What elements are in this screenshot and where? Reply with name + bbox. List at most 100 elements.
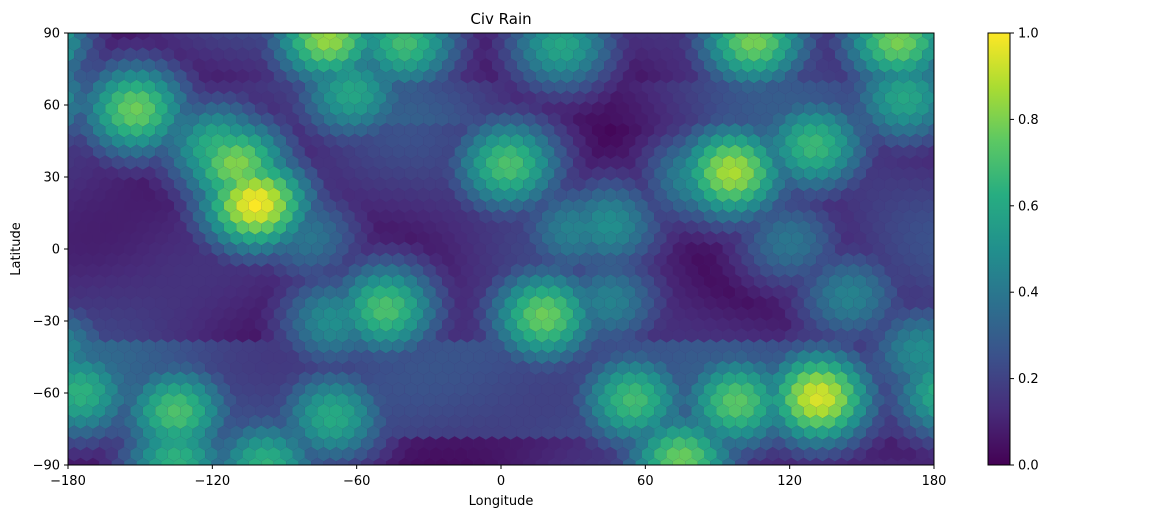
heat-cell	[635, 69, 648, 84]
heat-cell	[255, 36, 268, 51]
heat-cell	[248, 177, 262, 192]
heat-cell	[361, 306, 374, 321]
heat-cell	[467, 187, 480, 203]
heat-cell	[92, 58, 106, 73]
heat-cell	[679, 166, 692, 181]
heat-cell	[610, 436, 623, 451]
heat-cell	[323, 436, 337, 451]
heat-cell	[554, 144, 567, 159]
heat-cell	[124, 241, 137, 257]
heat-cell	[236, 414, 249, 429]
heat-cell	[117, 295, 131, 311]
heat-cell	[891, 425, 904, 440]
heat-cell	[560, 155, 574, 170]
heat-cell	[573, 133, 586, 149]
heat-cell	[810, 285, 823, 300]
heat-cell	[361, 198, 374, 213]
heat-cell	[367, 166, 380, 181]
heat-cell	[766, 187, 779, 203]
heat-cell	[554, 403, 567, 419]
heat-cell	[429, 317, 443, 332]
heat-cell	[710, 112, 723, 127]
heat-cell	[828, 101, 842, 116]
heat-cell	[828, 339, 842, 354]
heat-cell	[149, 306, 162, 321]
heat-cell	[791, 101, 804, 116]
heat-cell	[348, 285, 362, 300]
heat-cell	[710, 371, 723, 386]
heat-cell	[716, 101, 729, 116]
heat-cell	[142, 274, 156, 289]
heat-cell	[460, 285, 474, 300]
heat-cell	[529, 252, 542, 267]
heat-cell	[111, 112, 125, 127]
heat-cell	[92, 403, 106, 419]
heat-cell	[622, 306, 636, 321]
heat-cell	[922, 414, 934, 429]
heat-cell	[417, 252, 430, 267]
heat-cell	[672, 436, 686, 451]
heat-cell	[928, 188, 934, 202]
heat-cell	[716, 425, 729, 440]
heat-cell	[847, 112, 860, 127]
heat-cell	[454, 187, 468, 203]
heat-cell	[666, 187, 680, 203]
heat-cell	[647, 285, 661, 300]
heat-cell	[585, 155, 598, 170]
heat-cell	[504, 252, 517, 267]
heat-cell	[467, 382, 480, 397]
heat-cell	[155, 317, 168, 332]
heat-cell	[504, 403, 517, 419]
heat-cell	[859, 133, 873, 149]
heat-cell	[217, 339, 231, 354]
heat-cell	[186, 69, 199, 84]
heat-cell	[828, 274, 842, 289]
heat-cell	[342, 360, 355, 375]
heat-cell	[747, 220, 761, 235]
heat-cell	[891, 79, 904, 95]
heat-cell	[878, 382, 892, 397]
heat-cell	[897, 414, 910, 429]
heat-cell	[454, 166, 468, 181]
heat-cell	[242, 101, 256, 116]
heat-cell	[928, 58, 934, 73]
heat-cell	[722, 393, 736, 408]
heat-cell	[429, 447, 443, 462]
heat-cell	[367, 36, 380, 51]
heat-cell	[710, 328, 723, 343]
heat-cell	[236, 285, 249, 300]
heat-cell	[223, 220, 237, 235]
heat-cell	[236, 349, 249, 365]
heat-cell	[460, 457, 474, 465]
heat-cell	[292, 317, 305, 332]
heat-cell	[747, 457, 761, 465]
heat-cell	[760, 457, 773, 465]
heat-cell	[255, 123, 268, 138]
heat-cell	[529, 209, 542, 224]
heat-cell	[323, 393, 337, 408]
heat-cell	[585, 371, 598, 386]
heat-cell	[217, 252, 231, 267]
heat-cell	[217, 209, 231, 224]
heat-cell	[541, 144, 555, 159]
heat-cell	[417, 166, 430, 181]
heat-cell	[161, 393, 174, 408]
heat-cell	[155, 339, 168, 354]
heat-cell	[647, 371, 661, 386]
heat-cell	[672, 371, 686, 386]
heat-cell	[223, 155, 237, 170]
heat-cell	[922, 457, 934, 465]
heat-cell	[541, 166, 555, 181]
heat-cell	[167, 360, 181, 375]
heat-cell	[729, 403, 742, 419]
heat-cell	[161, 306, 174, 321]
heat-cell	[753, 339, 767, 354]
heat-cell	[872, 133, 885, 149]
heat-cell	[105, 252, 118, 267]
heat-cell	[261, 69, 274, 84]
heat-cell	[579, 295, 592, 311]
heat-cell	[672, 285, 686, 300]
heat-cell	[68, 90, 75, 105]
heat-cell	[735, 90, 748, 105]
